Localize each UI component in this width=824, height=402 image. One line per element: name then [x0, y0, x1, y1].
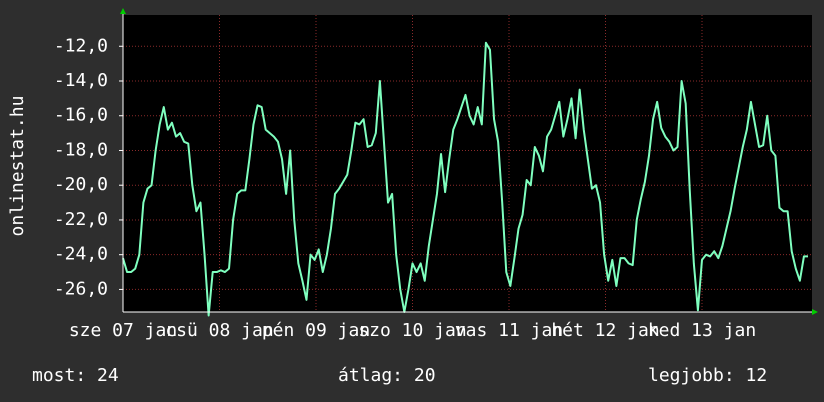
footer-average: átlag: 20	[338, 365, 436, 386]
x-tick-label: szo 10 jan	[358, 320, 466, 341]
x-tick-label: ked 13 jan	[648, 320, 756, 341]
x-tick-label: vas 11 jan	[455, 320, 563, 341]
y-tick-label: -20,0	[54, 174, 108, 195]
x-tick-label: hét 12 jan	[551, 320, 659, 341]
y-tick-label: -14,0	[54, 70, 108, 91]
x-tick-label: csü 08 jan	[165, 320, 273, 341]
y-tick-label: -26,0	[54, 278, 108, 299]
footer-current: most: 24	[32, 365, 119, 386]
data-line	[122, 41, 808, 317]
y-tick-label: -24,0	[54, 244, 108, 265]
footer-best: legjobb: 12	[648, 365, 767, 386]
plot-area	[123, 15, 812, 312]
y-tick-label: -22,0	[54, 209, 108, 230]
y-tick-label: -12,0	[54, 35, 108, 56]
x-tick-label: sze 07 jan	[69, 320, 177, 341]
axis-arrow	[812, 309, 818, 315]
axis-arrow	[120, 8, 126, 14]
grid	[123, 15, 812, 312]
y-tick-label: -16,0	[54, 105, 108, 126]
y-tick-label: -18,0	[54, 139, 108, 160]
x-tick-label: pén 09 jan	[262, 320, 370, 341]
y-axis-label: onlinestat.hu	[7, 96, 28, 237]
marks	[122, 41, 808, 317]
